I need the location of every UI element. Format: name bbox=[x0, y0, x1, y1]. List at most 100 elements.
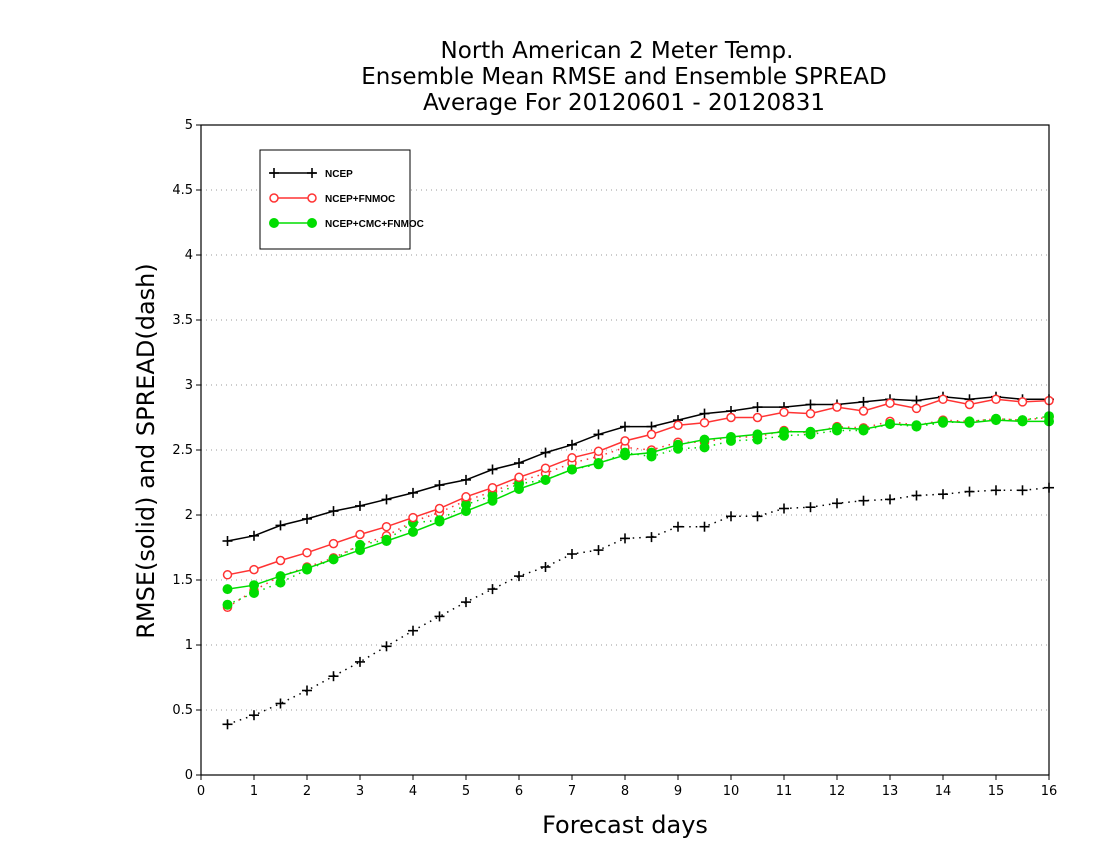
legend-label-2: NCEP+CMC+FNMOC bbox=[325, 219, 424, 230]
x-tick-label: 0 bbox=[197, 784, 205, 799]
series-0-spread-point bbox=[408, 625, 418, 636]
axis-ticks: 00.511.522.533.544.550 1 2 3 4 5 6 7 8 9 10 11 12 13 1… bbox=[172, 118, 1057, 799]
y-tick-label: 2.5 bbox=[172, 443, 193, 458]
x-tick-label: 1 bbox=[250, 784, 258, 799]
x-tick-label: 3 bbox=[356, 784, 364, 799]
series-0-rmse-point bbox=[355, 500, 365, 511]
y-tick-label: 5 bbox=[185, 118, 193, 133]
x-tick-label: 13 bbox=[882, 784, 899, 799]
series-0-rmse-point bbox=[461, 474, 471, 485]
series-1-rmse-point bbox=[355, 529, 365, 540]
series-0-spread-point bbox=[805, 502, 816, 513]
legend-label-1: NCEP+FNMOC bbox=[325, 194, 395, 205]
series-0-rmse-point bbox=[858, 396, 869, 407]
series-0-spread-point bbox=[911, 490, 922, 501]
x-tick-label: 8 bbox=[621, 784, 629, 799]
series-0-spread-point bbox=[275, 698, 286, 709]
series-0-spread-point bbox=[381, 641, 392, 652]
x-tick-label: 15 bbox=[988, 784, 1005, 799]
y-tick-label: 4 bbox=[185, 248, 193, 263]
series-0-rmse-point bbox=[752, 402, 763, 413]
y-tick-label: 3 bbox=[185, 378, 193, 393]
series-0-spread-point bbox=[302, 685, 312, 696]
series-0-rmse-point bbox=[567, 439, 577, 450]
series-0-spread-point bbox=[646, 532, 657, 543]
series-2-rmse-point bbox=[858, 424, 869, 435]
legend-marker-2 bbox=[307, 218, 317, 228]
series-2-rmse-point bbox=[461, 506, 471, 517]
series-2-rmse-point bbox=[567, 464, 577, 475]
series-2-rmse-point bbox=[1017, 416, 1028, 427]
series-0-spread-point bbox=[620, 533, 630, 544]
series-0-spread-point bbox=[699, 521, 710, 532]
series-group bbox=[222, 391, 1054, 730]
series-0-spread-line bbox=[227, 486, 1050, 726]
x-tick-label: 6 bbox=[515, 784, 523, 799]
series-0-spread-point bbox=[567, 549, 577, 559]
series-2-rmse-point bbox=[991, 415, 1001, 426]
series-2-rmse-point bbox=[355, 545, 365, 556]
series-2-rmse-point bbox=[911, 420, 922, 431]
series-1-rmse-point bbox=[408, 512, 418, 523]
series-0-spread-point bbox=[593, 545, 604, 556]
series-0-rmse-point bbox=[805, 399, 816, 410]
x-tick-label: 11 bbox=[776, 784, 793, 799]
series-1-spread-line bbox=[227, 416, 1050, 608]
legend-box bbox=[259, 149, 411, 250]
series-0-rmse-point bbox=[275, 520, 286, 531]
x-axis-label: Forecast days bbox=[542, 811, 708, 839]
series-0-spread-point bbox=[487, 584, 498, 595]
x-tick-label: 14 bbox=[935, 784, 952, 799]
series-1-rmse-point bbox=[752, 412, 763, 423]
series-2-rmse-point bbox=[752, 429, 763, 440]
x-tick-label: 9 bbox=[674, 784, 682, 799]
series-1-rmse-point bbox=[302, 547, 312, 558]
series-0-spread-point bbox=[328, 671, 339, 682]
x-tick-label: 12 bbox=[829, 784, 846, 799]
series-1-rmse-point bbox=[328, 538, 339, 549]
series-2-rmse-point bbox=[275, 571, 286, 582]
series-1-rmse-point bbox=[805, 408, 816, 419]
series-1-rmse-point bbox=[673, 420, 683, 431]
x-tick-label: 7 bbox=[568, 784, 576, 799]
series-0-spread-point bbox=[222, 719, 233, 730]
series-1-rmse-point bbox=[964, 399, 975, 410]
legend-label-0: NCEP bbox=[325, 169, 353, 180]
x-tick-label: 16 bbox=[1041, 784, 1058, 799]
series-0-spread-point bbox=[434, 611, 445, 622]
legend-marker-1 bbox=[269, 193, 279, 203]
legend-marker-1 bbox=[307, 193, 317, 203]
series-2-rmse-point bbox=[885, 419, 895, 429]
series-0-spread-point bbox=[885, 494, 895, 505]
series-2-rmse-point bbox=[964, 417, 975, 428]
series-0-rmse-point bbox=[408, 487, 418, 498]
legend-marker-0 bbox=[269, 168, 279, 178]
series-1-rmse-point bbox=[434, 503, 445, 514]
series-1-rmse-point bbox=[646, 429, 657, 440]
series-2-rmse-point bbox=[673, 439, 683, 450]
series-2-rmse-point bbox=[726, 432, 736, 442]
series-2-rmse-point bbox=[699, 434, 710, 445]
y-tick-label: 0.5 bbox=[172, 703, 193, 718]
series-0-spread-point bbox=[461, 597, 471, 608]
series-2-rmse-point bbox=[938, 416, 948, 427]
y-tick-label: 0 bbox=[185, 768, 193, 783]
series-1-rmse-point bbox=[938, 394, 948, 405]
series-0-spread-point bbox=[964, 486, 975, 497]
series-1-rmse-point bbox=[275, 555, 286, 566]
series-2-rmse-point bbox=[540, 474, 551, 485]
series-0-rmse-point bbox=[249, 530, 259, 541]
series-0-spread-point bbox=[514, 571, 524, 582]
series-2-rmse-point bbox=[408, 526, 418, 537]
series-2-rmse-point bbox=[328, 554, 339, 565]
series-2-rmse-point bbox=[620, 450, 630, 461]
series-0-rmse-point bbox=[620, 421, 630, 432]
series-0-spread-point bbox=[832, 498, 842, 509]
series-2-rmse-point bbox=[434, 516, 445, 527]
series-0-spread-point bbox=[752, 511, 763, 522]
series-0-spread-point bbox=[938, 489, 948, 500]
series-2-rmse-point bbox=[302, 563, 312, 574]
series-2-rmse-point bbox=[487, 495, 498, 506]
series-2-spread-line bbox=[227, 415, 1050, 606]
series-0-rmse-point bbox=[540, 447, 551, 458]
